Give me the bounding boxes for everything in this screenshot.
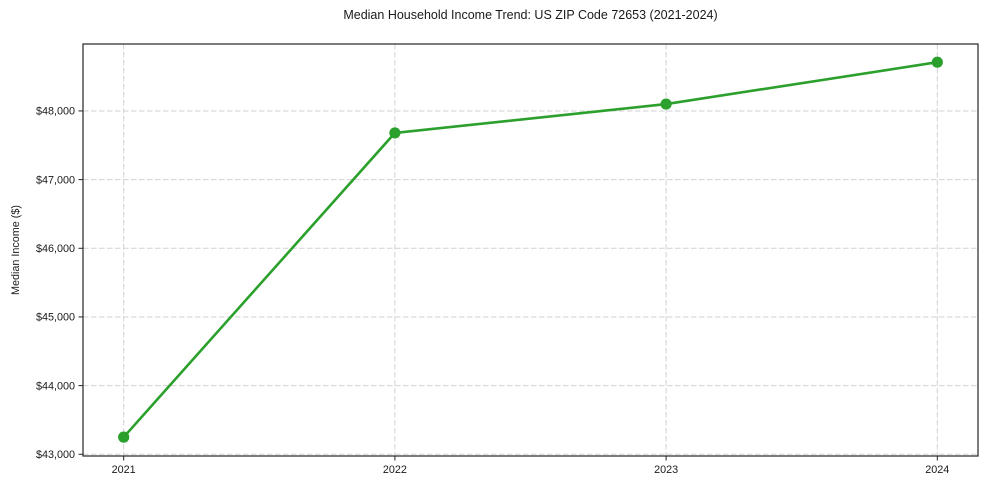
- x-tick-label: 2023: [654, 464, 678, 476]
- data-point-marker: [118, 431, 130, 443]
- x-tick-label: 2022: [383, 464, 407, 476]
- data-point-marker: [660, 98, 672, 110]
- y-tick-label: $47,000: [36, 174, 75, 186]
- x-tick-label: 2024: [925, 464, 949, 476]
- data-point-marker: [931, 56, 943, 68]
- y-tick-label: $46,000: [36, 243, 75, 255]
- y-tick-label: $48,000: [36, 106, 75, 118]
- y-tick-label: $43,000: [36, 449, 75, 461]
- y-tick-label: $45,000: [36, 312, 75, 324]
- chart-title: Median Household Income Trend: US ZIP Co…: [343, 8, 718, 22]
- plot-border: [82, 43, 979, 457]
- x-tick-label: 2021: [112, 464, 136, 476]
- y-tick-label: $44,000: [36, 380, 75, 392]
- trend-line: [122, 60, 939, 439]
- data-point-marker: [389, 127, 401, 139]
